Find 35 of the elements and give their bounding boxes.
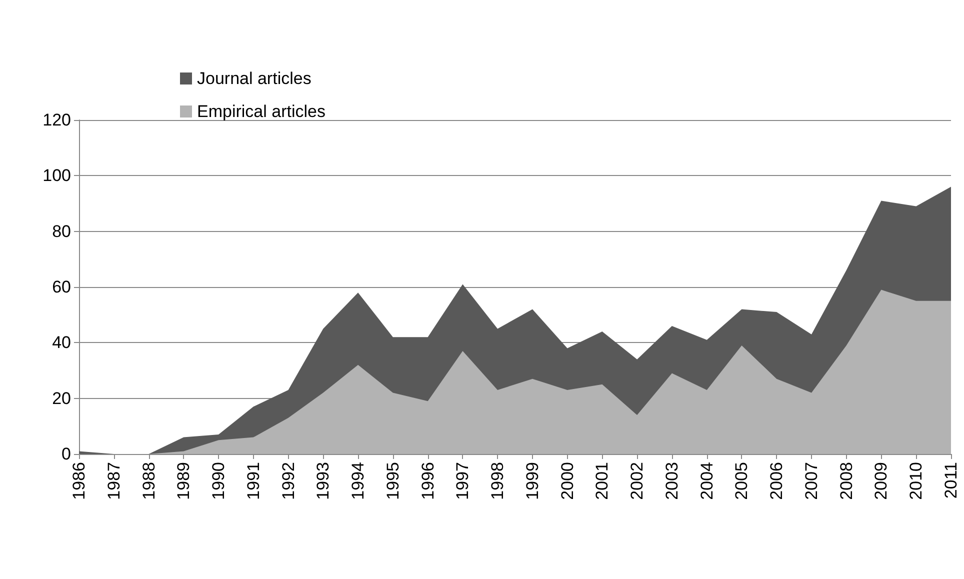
legend-label: Empirical articles (197, 102, 326, 121)
x-tick-label: 2006 (767, 462, 786, 500)
y-tick-label: 120 (42, 110, 71, 130)
x-tick-label: 1992 (278, 462, 298, 500)
x-tick-label: 2011 (942, 462, 960, 499)
x-tick-label: 2010 (906, 462, 926, 500)
y-tick-label: 80 (52, 222, 71, 241)
x-tick-label: 2002 (628, 462, 647, 500)
x-tick-label: 1991 (244, 462, 263, 500)
x-tick-label: 1986 (70, 462, 88, 500)
x-tick-label: 1999 (522, 462, 542, 500)
x-tick-label: 1996 (418, 462, 438, 500)
x-tick-label: 1995 (383, 462, 402, 500)
x-tick-label: 1990 (209, 462, 228, 500)
x-tick-label: 1994 (348, 462, 368, 500)
x-tick-label: 2008 (836, 462, 856, 500)
x-tick-label: 2004 (697, 462, 716, 500)
x-tick-label: 2005 (732, 462, 752, 500)
y-tick-label: 100 (42, 166, 71, 186)
x-tick-label: 1989 (174, 462, 194, 500)
x-tick-label: 1993 (314, 462, 333, 500)
x-tick-label: 2007 (802, 462, 821, 500)
x-tick-label: 1988 (139, 462, 158, 500)
x-tick-label: 2009 (872, 462, 891, 500)
y-tick-label: 20 (52, 388, 71, 408)
y-tick-label: 60 (52, 278, 71, 296)
y-tick-label: 0 (62, 444, 71, 464)
x-tick-label: 1987 (104, 462, 124, 500)
x-tick-label: 2000 (558, 462, 577, 500)
x-tick-label: 1998 (488, 462, 508, 500)
x-tick-label: 2001 (592, 462, 612, 500)
y-tick-label: 40 (52, 333, 71, 352)
legend-label: Journal articles (197, 69, 312, 88)
x-tick-label: 1997 (453, 462, 472, 500)
x-tick-label: 2003 (662, 462, 682, 500)
